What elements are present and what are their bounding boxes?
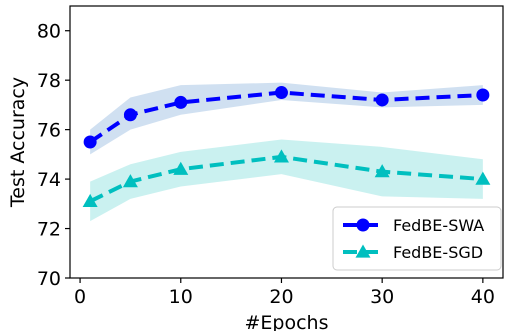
x-tick-label: 10 <box>169 286 193 308</box>
x-tick-label: 30 <box>370 286 394 308</box>
legend-marker-fedbe-swa <box>356 218 370 232</box>
fedbe-sgd-point <box>273 149 289 163</box>
y-axis-label: Test Accuracy <box>7 77 29 208</box>
tick-marks: 0 10 20 30 40 70 72 74 76 78 80 <box>37 21 495 308</box>
x-tick-label: 20 <box>269 286 293 308</box>
series-lines <box>89 90 484 204</box>
y-tick-label: 74 <box>37 169 61 191</box>
fedbe-sgd-point <box>82 193 98 207</box>
legend-label-fedbe-swa: FedBE-SWA <box>393 216 484 235</box>
fedbe-swa-point <box>123 108 137 122</box>
y-tick-label: 80 <box>37 21 61 43</box>
fedbe-sgd-point <box>374 164 390 178</box>
fedbe-swa-point <box>83 135 97 149</box>
fedbe-swa-point <box>476 88 490 102</box>
legend-marker-fedbe-sgd <box>355 244 371 258</box>
fedbe-sgd-point <box>475 171 491 185</box>
x-tick-label: 40 <box>471 286 495 308</box>
fedbe-sgd-point <box>173 161 189 175</box>
x-axis-label: #Epochs <box>245 312 329 331</box>
series-markers <box>82 86 491 207</box>
fedbe-sgd-line <box>89 154 484 204</box>
fedbe-swa-point <box>274 86 288 100</box>
legend-box <box>332 206 502 271</box>
y-tick-label: 70 <box>37 268 61 290</box>
fedbe-sgd-band <box>90 139 483 222</box>
confidence-bands <box>90 82 483 222</box>
legend: FedBE-SWA FedBE-SGD <box>332 206 502 271</box>
y-tick-label: 78 <box>37 70 61 92</box>
axes <box>69 5 504 279</box>
plot-frame <box>69 5 504 279</box>
fedbe-swa-point <box>375 93 389 107</box>
y-tick-label: 72 <box>37 219 61 241</box>
fedbe-sgd-point <box>122 174 138 188</box>
x-tick-label: 0 <box>74 286 86 308</box>
fedbe-swa-line <box>89 90 483 144</box>
legend-label-fedbe-sgd: FedBE-SGD <box>393 243 483 262</box>
fedbe-swa-point <box>174 95 188 109</box>
y-tick-label: 76 <box>37 120 61 142</box>
